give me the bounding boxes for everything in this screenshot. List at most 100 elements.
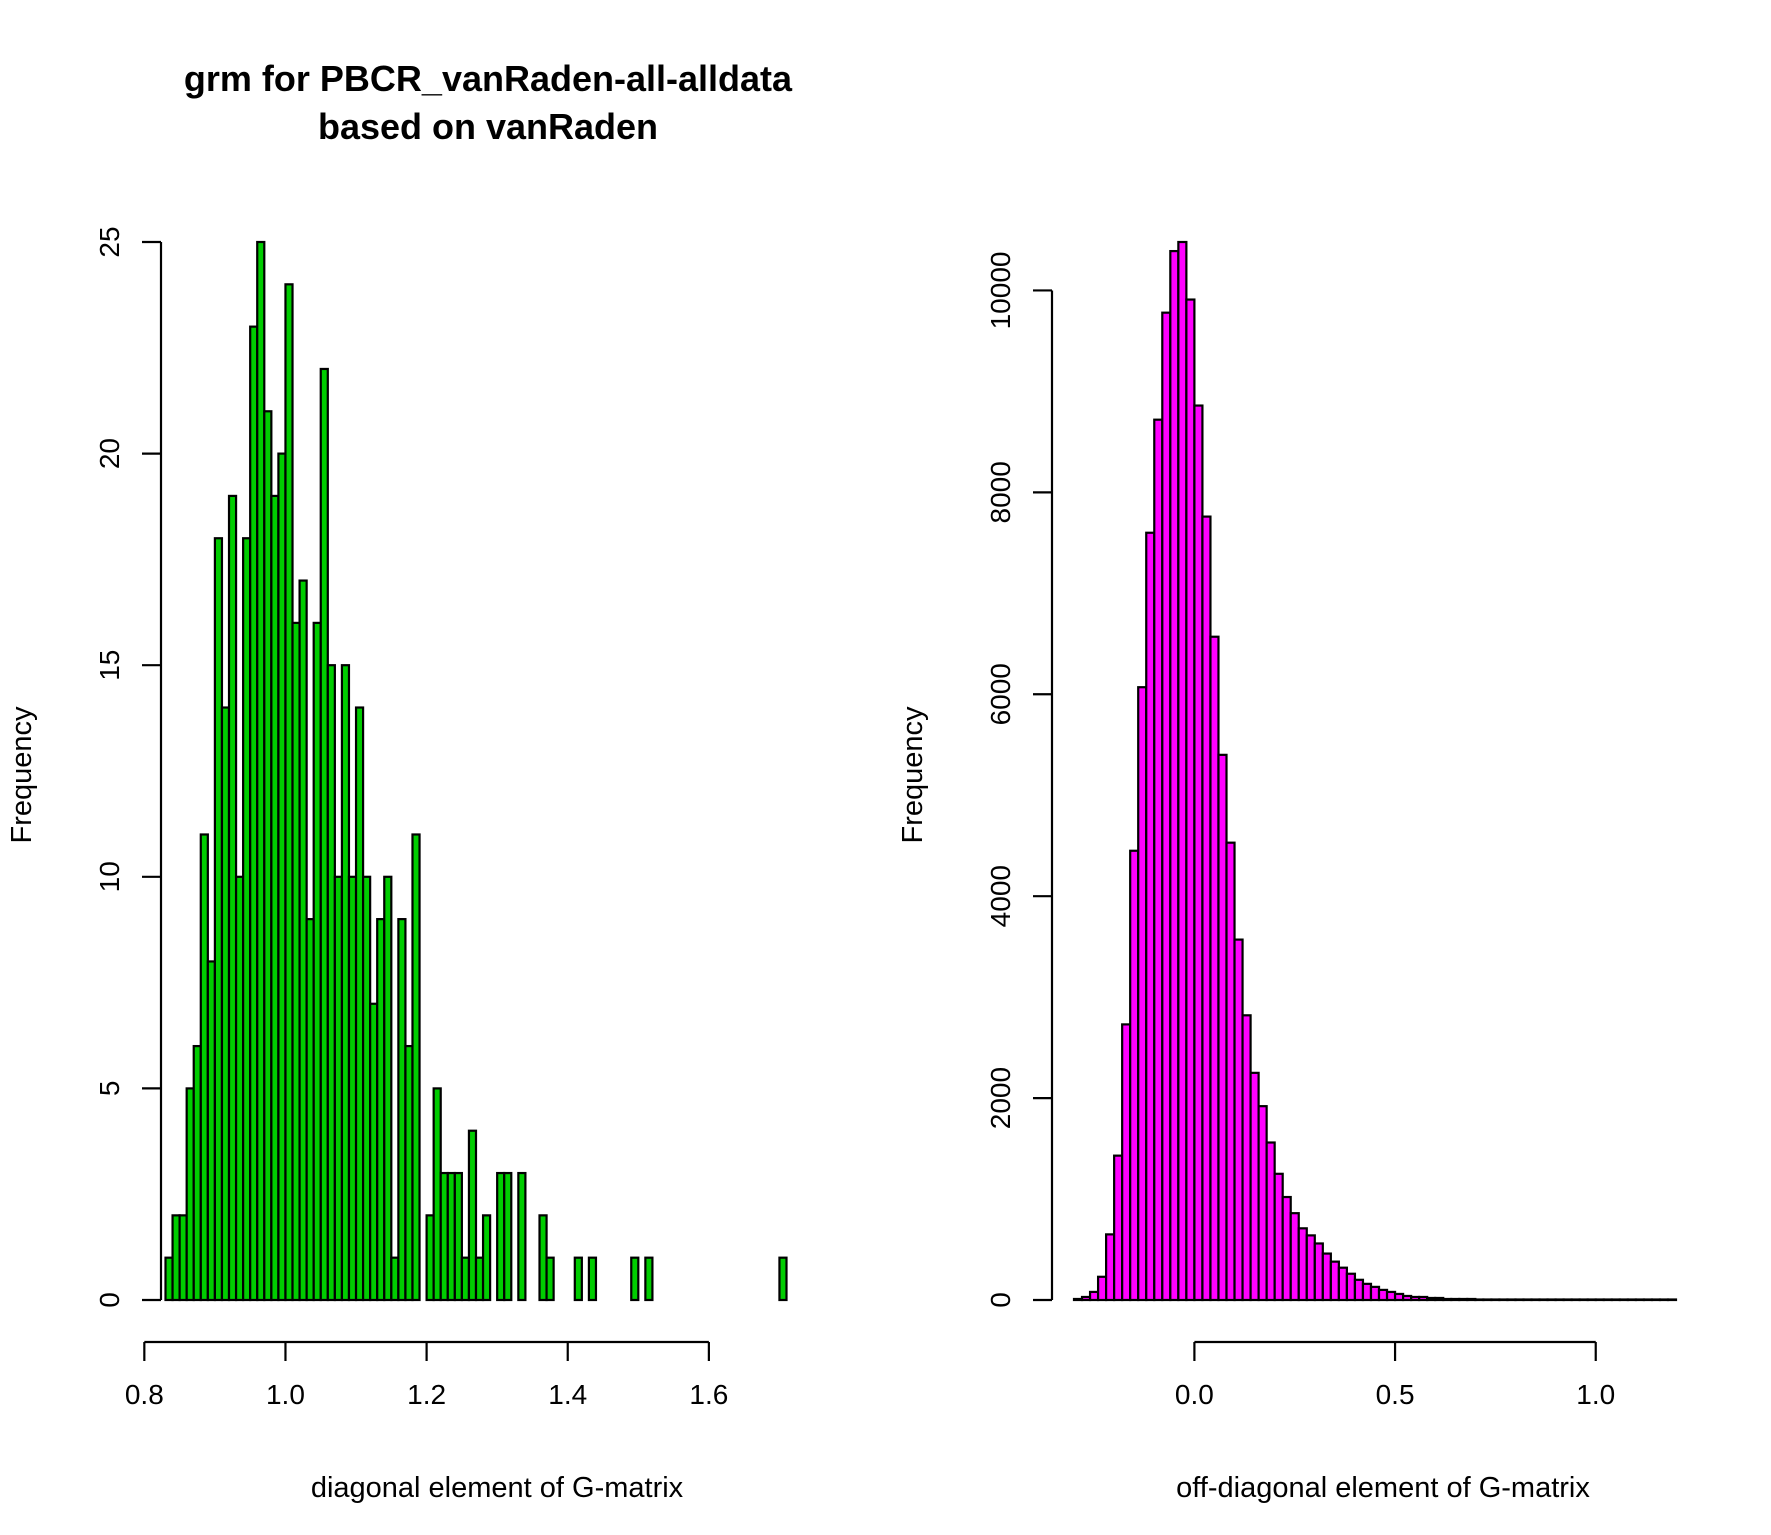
diagonal-histogram-bar [411,833,421,1302]
off-diagonal-y-tick-label: 8000 [985,461,1016,523]
diagonal-histogram-bar [467,1129,478,1302]
diagonal-x-tick-label: 1.4 [548,1379,587,1410]
diagonal-histogram-bar [517,1171,527,1302]
diagonal-x-tick-label: 0.8 [125,1379,164,1410]
off-diagonal-histogram-bar [1570,1298,1581,1302]
off-diagonal-histogram-bar [1161,311,1172,1302]
off-diagonal-histogram-bar [1650,1298,1662,1302]
off-diagonal-histogram-bar [1642,1298,1654,1302]
off-diagonal-histogram-bar [1145,531,1156,1302]
off-diagonal-histogram-bar [1466,1297,1477,1302]
off-diagonal-histogram-bar [1658,1298,1670,1302]
off-diagonal-histogram-bar [1217,753,1228,1302]
off-diagonal-x-tick-label: 0.5 [1376,1379,1415,1410]
diagonal-histogram-bar [630,1256,640,1302]
diagonal-histogram-bar [545,1256,555,1302]
off-diagonal-histogram-bar [1506,1298,1517,1302]
off-diagonal-histogram-bar [1401,1294,1413,1302]
off-diagonal-x-axis-label: off-diagonal element of G-matrix [1176,1472,1590,1504]
off-diagonal-histogram-bar [1241,1014,1252,1302]
off-diagonal-histogram-bar [1602,1298,1613,1302]
off-diagonal-histogram-bar [1538,1298,1549,1302]
off-diagonal-histogram-bar [1193,404,1204,1302]
off-diagonal-histogram-bar [1321,1252,1332,1302]
diagonal-y-tick-label: 20 [94,438,125,469]
off-diagonal-histogram-bar [1177,240,1188,1302]
off-diagonal-y-tick-label: 6000 [985,663,1016,725]
off-diagonal-histogram-bar [1514,1298,1525,1302]
diagonal-histogram-bar [573,1256,583,1302]
off-diagonal-histogram-bar [1273,1172,1284,1302]
off-diagonal-y-axis-label: Frequency [897,706,929,844]
off-diagonal-histogram-bar [1426,1296,1437,1302]
figure-title: grm for PBCR_vanRaden-all-alldata based … [184,58,793,147]
off-diagonal-histogram-bar [1554,1298,1565,1302]
off-diagonal-histogram-bar [1369,1285,1381,1302]
off-diagonal-histogram-bar [1442,1297,1453,1302]
off-diagonal-histogram-bar [1072,1297,1084,1302]
off-diagonal-y-tick-label: 4000 [985,865,1016,927]
off-diagonal-histogram-bar [1121,1023,1132,1302]
off-diagonal-x-axis: 0.0 0.5 1.0 [1175,1340,1615,1410]
off-diagonal-histogram-bar [1385,1290,1397,1302]
off-diagonal-histogram-bar [1113,1154,1124,1302]
off-diagonal-histogram-bar [1618,1298,1629,1302]
off-diagonal-histogram-panel: 0 2000 4000 6000 8000 10000 0.0 0.5 1.0 off-dia… [897,240,1678,1504]
off-diagonal-histogram-bar [1153,418,1164,1302]
diagonal-histogram-bar [481,1214,492,1302]
off-diagonal-histogram-bar [1249,1071,1260,1302]
off-diagonal-histogram-bar [1377,1288,1389,1302]
off-diagonal-histogram-bar [1490,1298,1501,1302]
off-diagonal-histogram-bar [1482,1298,1493,1302]
off-diagonal-histogram-bar [1209,635,1220,1302]
off-diagonal-histogram-bar [1450,1297,1461,1302]
title-line-2: based on vanRaden [318,106,658,147]
diagonal-histogram-bar [778,1256,788,1302]
off-diagonal-histogram-bar [1345,1272,1357,1302]
off-diagonal-histogram-bar [1498,1298,1509,1302]
off-diagonal-histogram-bar [1265,1141,1276,1302]
off-diagonal-histogram-bar [1080,1295,1092,1302]
diagonal-y-tick-label: 15 [94,650,125,681]
off-diagonal-histogram-bar [1634,1298,1645,1302]
diagonal-y-tick-label: 25 [94,226,125,257]
off-diagonal-y-tick-label: 10000 [985,252,1016,330]
off-diagonal-histogram-bar [1337,1266,1349,1302]
off-diagonal-histogram-bar [1353,1278,1365,1302]
off-diagonal-histogram-bar [1289,1212,1300,1302]
diagonal-histogram-bar [644,1256,654,1302]
diagonal-histogram-panel: 0 5 10 15 20 25 0.8 1.0 1.2 1.4 1.6 diagonal elem… [6,226,788,1504]
off-diagonal-histogram-bar [1201,515,1212,1302]
diagonal-y-tick-label: 10 [94,861,125,892]
off-diagonal-histogram-bar [1313,1242,1324,1302]
diagonal-histogram-bar [503,1171,513,1302]
off-diagonal-histogram-bar [1105,1233,1116,1302]
diagonal-histogram-bar [587,1256,598,1302]
off-diagonal-histogram-bar [1546,1298,1557,1302]
off-diagonal-histogram-bar [1361,1282,1373,1302]
off-diagonal-histogram-bar [1522,1298,1533,1302]
off-diagonal-histogram-bars [1072,240,1678,1302]
off-diagonal-histogram-bar [1610,1298,1621,1302]
off-diagonal-x-tick-label: 0.0 [1175,1379,1214,1410]
off-diagonal-histogram-bar [1281,1195,1292,1302]
off-diagonal-histogram-bar [1562,1298,1573,1302]
off-diagonal-histogram-bar [1329,1260,1340,1302]
off-diagonal-histogram-bar [1418,1295,1429,1302]
diagonal-x-tick-label: 1.6 [689,1379,728,1410]
off-diagonal-histogram-bar [1458,1297,1469,1302]
off-diagonal-histogram-bar [1586,1298,1597,1302]
diagonal-y-tick-label: 5 [94,1081,125,1097]
diagonal-y-axis-label: Frequency [6,706,38,844]
diagonal-x-tick-label: 1.0 [266,1379,305,1410]
diagonal-x-tick-label: 1.2 [407,1379,446,1410]
diagonal-x-axis-label: diagonal element of G-matrix [311,1472,684,1504]
off-diagonal-histogram-bar [1233,938,1244,1302]
diagonal-y-tick-label: 0 [94,1292,125,1308]
off-diagonal-y-axis: 0 2000 4000 6000 8000 10000 [985,252,1054,1308]
diagonal-y-axis: 0 5 10 15 20 25 [94,226,163,1308]
off-diagonal-histogram-bar [1129,849,1140,1302]
off-diagonal-histogram-bar [1530,1298,1541,1302]
off-diagonal-histogram-bar [1257,1105,1268,1302]
off-diagonal-histogram-bar [1434,1296,1445,1302]
